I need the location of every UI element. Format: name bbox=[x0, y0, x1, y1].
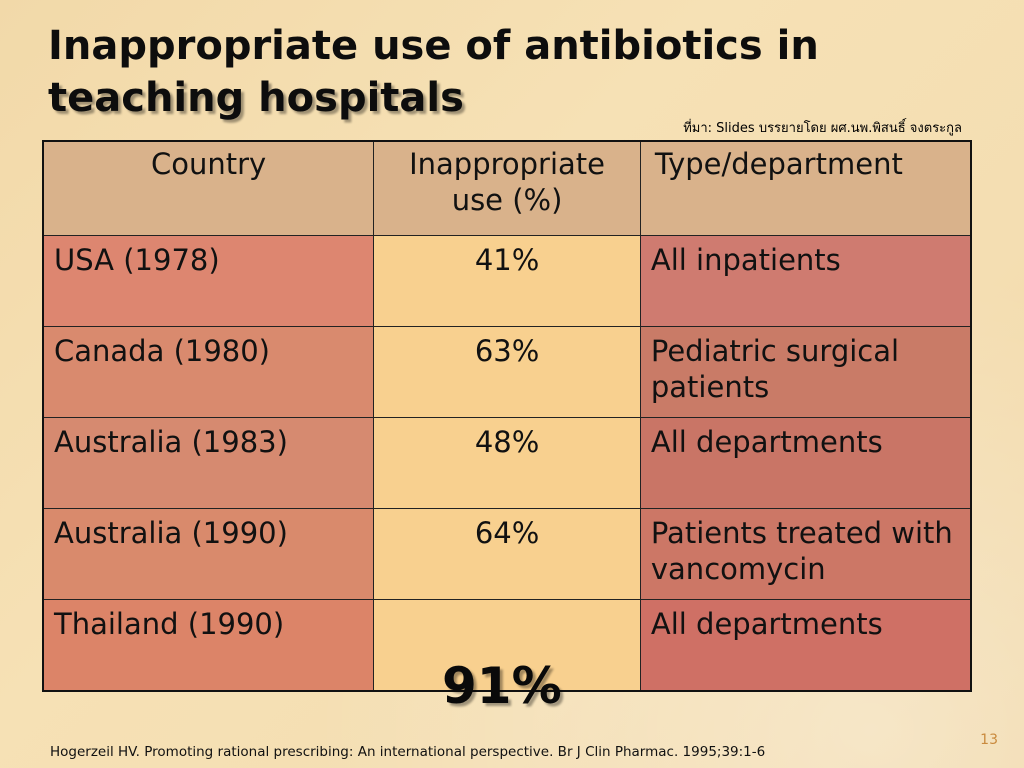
highlight-percentage-thailand: 91% bbox=[442, 657, 562, 715]
source-note: ที่มา: Slides บรรยายโดย ผศ.นพ.พิสนธิ์ จง… bbox=[683, 121, 962, 136]
antibiotics-table: Country Inappropriate use (%) Type/depar… bbox=[42, 140, 972, 692]
table-row: Canada (1980) 63% Pediatric surgical pat… bbox=[42, 325, 972, 418]
table-row: Australia (1990) 64% Patients treated wi… bbox=[42, 508, 972, 601]
table-header-row: Country Inappropriate use (%) Type/depar… bbox=[42, 140, 972, 236]
cell-type: Pediatric surgical patients bbox=[639, 325, 972, 418]
cell-type: All departments bbox=[639, 599, 972, 692]
cell-inappropriate: 63% bbox=[373, 325, 641, 418]
table-row: Thailand (1990) All departments bbox=[42, 599, 972, 692]
title-line-1: Inappropriate use of antibiotics in bbox=[48, 23, 819, 69]
header-type: Type/department bbox=[639, 140, 972, 236]
slide-title: Inappropriate use of antibiotics in teac… bbox=[48, 20, 988, 124]
title-line-2: teaching hospitals bbox=[48, 75, 464, 121]
cell-inappropriate: 48% bbox=[373, 416, 641, 510]
table-row: Australia (1983) 48% All departments bbox=[42, 416, 972, 510]
footer-citation: Hogerzeil HV. Promoting rational prescri… bbox=[50, 744, 766, 760]
cell-country: USA (1978) bbox=[42, 234, 375, 327]
page-number: 13 bbox=[980, 732, 998, 748]
cell-country: Canada (1980) bbox=[42, 325, 375, 418]
cell-country: Australia (1990) bbox=[42, 508, 375, 601]
cell-type: All departments bbox=[639, 416, 972, 510]
cell-type: Patients treated with vancomycin bbox=[639, 508, 972, 601]
cell-country: Thailand (1990) bbox=[42, 599, 375, 692]
cell-inappropriate: 64% bbox=[373, 508, 641, 601]
header-inappropriate: Inappropriate use (%) bbox=[373, 140, 641, 236]
cell-country: Australia (1983) bbox=[42, 416, 375, 510]
cell-inappropriate-empty bbox=[373, 599, 641, 692]
header-country: Country bbox=[42, 140, 375, 236]
cell-type: All inpatients bbox=[639, 234, 972, 327]
table-row: USA (1978) 41% All inpatients bbox=[42, 234, 972, 327]
cell-inappropriate: 41% bbox=[373, 234, 641, 327]
